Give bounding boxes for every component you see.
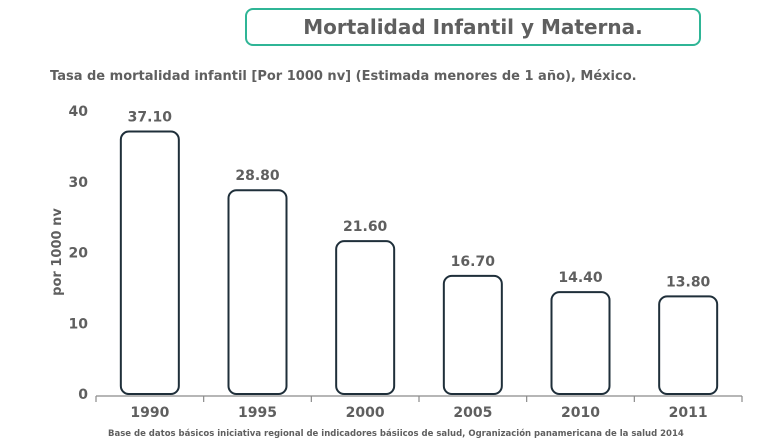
- x-tick-label-1995: 1995: [238, 405, 277, 421]
- bar-1990: [119, 130, 180, 396]
- x-axis-labels: 1990 1995 2000 2005 2010 2011: [130, 405, 707, 421]
- y-tick-label-3: 30: [69, 175, 89, 191]
- y-tick-label-2: 20: [69, 246, 89, 262]
- value-label-2005: 16.70: [451, 254, 496, 270]
- title-box: Mortalidad Infantil y Materna.: [245, 8, 701, 46]
- y-axis: 0 10 20 30 40: [69, 104, 89, 403]
- value-label-2011: 13.80: [666, 274, 711, 290]
- bar-1995: [227, 189, 288, 395]
- x-tick-label-2005: 2005: [453, 405, 492, 421]
- value-label-2010: 14.40: [558, 270, 603, 286]
- x-tick-label-2010: 2010: [561, 405, 600, 421]
- y-tick-label-1: 10: [69, 316, 89, 332]
- source-note: Base de datos básicos iniciativa regiona…: [108, 429, 684, 439]
- value-label-1995: 28.80: [235, 168, 280, 184]
- bars-group: [119, 130, 719, 396]
- x-tick-label-1990: 1990: [130, 405, 169, 421]
- y-axis-label: por 1000 nv: [50, 208, 65, 296]
- value-label-2000: 21.60: [343, 219, 388, 235]
- bar-2005: [442, 274, 503, 395]
- value-label-1990: 37.10: [128, 110, 173, 126]
- page-title: Mortalidad Infantil y Materna.: [303, 15, 643, 39]
- bar-2000: [335, 240, 396, 395]
- x-tick-label-2000: 2000: [346, 405, 385, 421]
- x-axis-ticks: [95, 396, 743, 402]
- chart-title: Tasa de mortalidad infantil [Por 1000 nv…: [50, 69, 637, 84]
- y-tick-label-4: 40: [69, 104, 89, 120]
- bar-2011: [658, 295, 719, 395]
- x-tick-label-2011: 2011: [669, 405, 708, 421]
- value-labels-group: 37.10 28.80 21.60 16.70 14.40 13.80: [128, 110, 711, 291]
- bar-2010: [550, 291, 611, 395]
- y-tick-label-0: 0: [78, 387, 88, 403]
